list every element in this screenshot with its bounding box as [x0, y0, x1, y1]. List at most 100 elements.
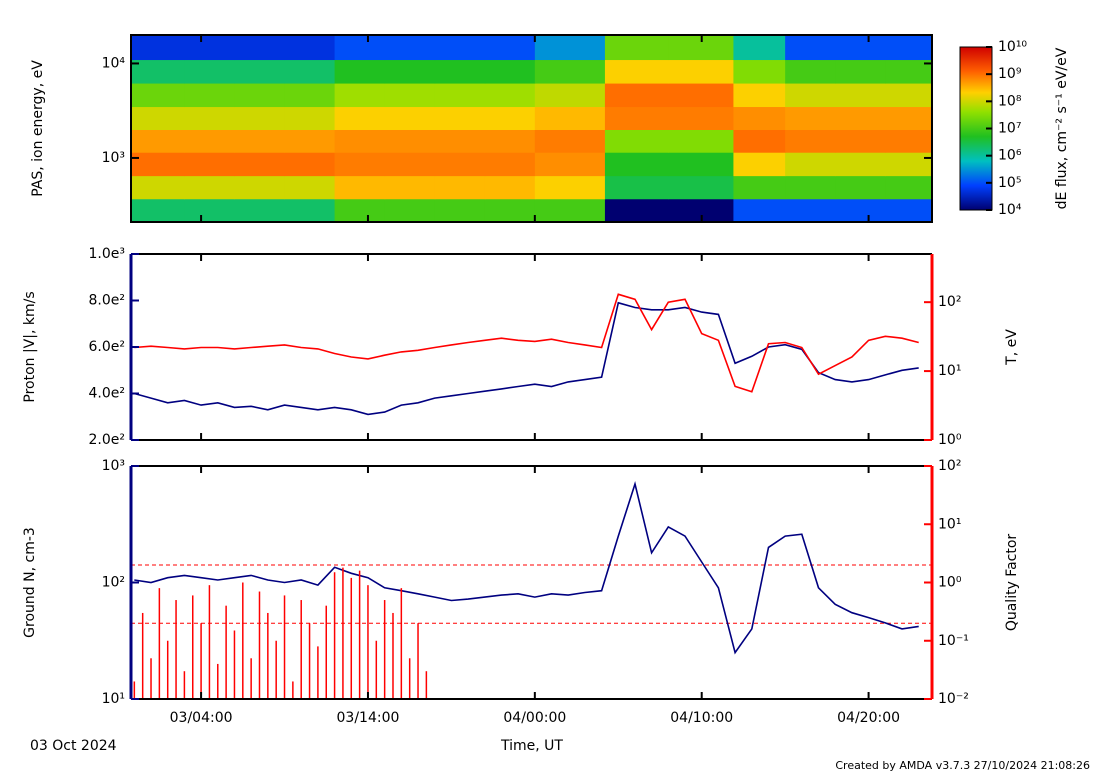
heatmap-cell [835, 83, 886, 108]
heatmap-cell [604, 35, 669, 61]
heatmap-cell [733, 59, 786, 84]
heatmap-cell [484, 198, 536, 223]
y-tick-label: 10⁰ [938, 432, 962, 448]
heatmap-cell [334, 152, 386, 177]
colorbar-tick-label: 10⁸ [998, 93, 1022, 109]
heatmap-cell [668, 198, 734, 223]
x-tick-label: 04/10:00 [670, 710, 733, 726]
heatmap-cell [484, 175, 536, 200]
heatmap-cell [785, 83, 836, 108]
colorbar-tick-label: 10⁶ [998, 148, 1022, 164]
axis-title: PAS, ion energy, eV [30, 60, 46, 197]
heatmap-cell [785, 175, 836, 200]
heatmap-cell [334, 175, 386, 200]
heatmap-cell [384, 175, 436, 200]
y-tick-label: 10⁴ [102, 55, 126, 71]
y-tick-label: 10² [102, 575, 125, 591]
heatmap-cell [131, 175, 185, 200]
y-tick-label: 8.0e² [89, 293, 126, 309]
series-line [134, 293, 919, 393]
heatmap-cell [234, 83, 286, 108]
heatmap-cell [434, 59, 486, 84]
heatmap-cell [384, 59, 436, 84]
heatmap-cell [334, 35, 386, 61]
y-tick-label: 10¹ [938, 516, 961, 532]
heatmap-cell [835, 129, 886, 153]
axis-title: dE flux, cm⁻² s⁻¹ eV/eV [1054, 47, 1070, 209]
heatmap-cell [284, 83, 336, 108]
heatmap-cell [835, 59, 886, 84]
heatmap-cell [234, 59, 286, 84]
axis-title: Quality Factor [1004, 534, 1020, 632]
y-tick-label: 10¹ [102, 691, 125, 707]
heatmap-cell [534, 129, 606, 153]
heatmap-cell [835, 106, 886, 131]
heatmap-cell [733, 175, 786, 200]
heatmap-cell [184, 152, 235, 177]
y-tick-label: 10² [938, 294, 961, 310]
heatmap-cell [604, 129, 669, 153]
y-tick-label: 10⁻² [938, 691, 969, 707]
y-tick-label: 4.0e² [89, 386, 126, 402]
series-line [134, 481, 919, 655]
heatmap-cell [184, 106, 235, 131]
heatmap-cell [284, 198, 336, 223]
y-tick-label: 10³ [102, 458, 125, 474]
heatmap-cell [733, 35, 786, 61]
y-tick-label: 1.0e³ [89, 246, 126, 262]
y-tick-label: 10¹ [938, 363, 961, 379]
heatmap-cell [131, 83, 185, 108]
heatmap-cell [234, 175, 286, 200]
x-tick-label: 03/14:00 [337, 710, 400, 726]
heatmap-cell [234, 106, 286, 131]
heatmap-cell [131, 198, 185, 223]
heatmap-cell [334, 198, 386, 223]
heatmap-cell [484, 129, 536, 153]
heatmap-cell [434, 152, 486, 177]
heatmap-cell [785, 152, 836, 177]
heatmap-cell [284, 152, 336, 177]
heatmap-cell [668, 129, 734, 153]
x-tick-label: 04/20:00 [837, 710, 900, 726]
heatmap-cell [534, 198, 606, 223]
heatmap-cell [733, 83, 786, 108]
heatmap-cell [184, 198, 235, 223]
heatmap-cell [835, 152, 886, 177]
heatmap-cell [604, 175, 669, 200]
footer: Created by AMDA v3.7.3 27/10/2024 21:08:… [835, 759, 1090, 772]
heatmap-cell [885, 83, 933, 108]
y-tick-label: 10² [938, 458, 961, 474]
date-label: 03 Oct 2024 [30, 738, 117, 754]
heatmap-cell [131, 35, 185, 61]
heatmap-cell [234, 35, 286, 61]
y-tick-label: 10⁰ [938, 575, 962, 591]
heatmap-cell [334, 83, 386, 108]
heatmap-cell [334, 59, 386, 84]
heatmap-cell [284, 129, 336, 153]
y-tick-label: 10³ [102, 150, 125, 166]
heatmap-cell [668, 83, 734, 108]
heatmap-cell [668, 106, 734, 131]
heatmap-cell [484, 35, 536, 61]
heatmap-cell [234, 198, 286, 223]
heatmap-cell [434, 198, 486, 223]
heatmap-cell [434, 106, 486, 131]
heatmap-cell [384, 106, 436, 131]
heatmap-cell [785, 106, 836, 131]
heatmap-cell [885, 175, 933, 200]
axis-title: Proton |V|, km/s [22, 291, 38, 402]
heatmap-cell [131, 129, 185, 153]
y-tick-label: 10⁻¹ [938, 633, 969, 649]
heatmap-cell [384, 129, 436, 153]
heatmap-cell [733, 152, 786, 177]
heatmap-cell [785, 35, 836, 61]
heatmap-cell [234, 129, 286, 153]
heatmap-cell [434, 83, 486, 108]
heatmap-cell [604, 83, 669, 108]
heatmap-cell [434, 129, 486, 153]
heatmap-cell [131, 106, 185, 131]
heatmap-cell [284, 35, 336, 61]
heatmap-cell [334, 106, 386, 131]
heatmap-cell [131, 152, 185, 177]
series-line [134, 301, 919, 416]
